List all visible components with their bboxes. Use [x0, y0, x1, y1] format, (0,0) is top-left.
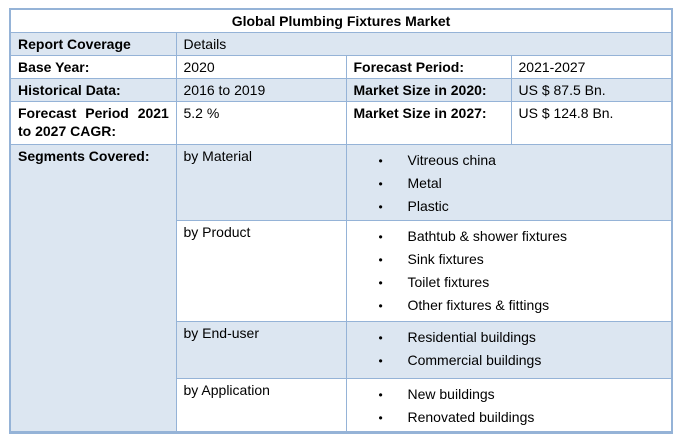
list-item-label: Renovated buildings — [407, 409, 535, 425]
list-item: • Toilet fixtures — [347, 271, 667, 294]
forecast-period-label: Forecast Period: — [345, 55, 512, 79]
bullet-icon: • — [378, 154, 383, 168]
report-summary-table-wrap: Global Plumbing Fixtures Market Report C… — [9, 8, 674, 434]
market-size-2020-label: Market Size in 2020: — [345, 78, 512, 102]
bullet-icon: • — [378, 177, 383, 191]
historical-data-value: 2016 to 2019 — [175, 78, 347, 102]
base-year-label: Base Year: — [9, 55, 177, 79]
list-item: • Commercial buildings — [347, 349, 667, 372]
report-coverage-value: Details — [175, 32, 673, 56]
table-title: Global Plumbing Fixtures Market — [9, 8, 673, 33]
bullet-icon: • — [378, 411, 383, 425]
list-item: • New buildings — [347, 383, 667, 406]
list-item-label: Bathtub & shower fixtures — [407, 228, 568, 244]
list-item-label: Vitreous china — [407, 152, 496, 168]
list-item: • Other fixtures & fittings — [347, 294, 667, 317]
segments-covered-label: Segments Covered: — [9, 144, 177, 433]
report-summary-table: Global Plumbing Fixtures Market Report C… — [9, 8, 674, 434]
list-item: • Plastic — [347, 195, 667, 218]
list-item-label: Other fixtures & fittings — [407, 297, 550, 313]
cagr-value: 5.2 % — [175, 101, 347, 145]
segment-items-material: • Vitreous china • Metal • Plastic — [345, 144, 673, 221]
bullet-icon: • — [378, 200, 383, 214]
list-item: • Metal — [347, 172, 667, 195]
list-item: • Sink fixtures — [347, 248, 667, 271]
market-size-2020-value: US $ 87.5 Bn. — [510, 78, 673, 102]
list-item: • Bathtub & shower fixtures — [347, 225, 667, 248]
base-year-value: 2020 — [175, 55, 347, 79]
bullet-icon: • — [378, 253, 383, 267]
list-item-label: Plastic — [407, 198, 449, 214]
market-size-2027-label: Market Size in 2027: — [345, 101, 512, 145]
list-item: • Renovated buildings — [347, 406, 667, 429]
list-item-label: Toilet fixtures — [407, 274, 490, 290]
cagr-label-line2: to 2027 CAGR: — [18, 123, 117, 139]
segment-items-product: • Bathtub & shower fixtures • Sink fixtu… — [345, 220, 673, 322]
bullet-icon: • — [378, 299, 383, 313]
report-coverage-label: Report Coverage — [9, 32, 177, 56]
bullet-icon: • — [378, 331, 383, 345]
list-item-label: New buildings — [407, 386, 495, 402]
market-size-2027-value: US $ 124.8 Bn. — [510, 101, 673, 145]
segment-group-application: by Application — [175, 378, 347, 433]
list-item-label: Metal — [407, 175, 442, 191]
bullet-icon: • — [378, 388, 383, 402]
cagr-label: Forecast Period 2021 to 2027 CAGR: — [9, 101, 177, 145]
segment-group-enduser: by End-user — [175, 321, 347, 379]
bullet-icon: • — [378, 230, 383, 244]
historical-data-label: Historical Data: — [9, 78, 177, 102]
segment-items-enduser: • Residential buildings • Commercial bui… — [345, 321, 673, 379]
segment-group-product: by Product — [175, 220, 347, 322]
list-item-label: Commercial buildings — [407, 352, 542, 368]
cagr-label-line1: Forecast Period 2021 — [18, 105, 169, 121]
list-item-label: Sink fixtures — [407, 251, 484, 267]
list-item: • Residential buildings — [347, 326, 667, 349]
list-item-label: Residential buildings — [407, 329, 536, 345]
segment-items-application: • New buildings • Renovated buildings — [345, 378, 673, 433]
list-item: • Vitreous china — [347, 149, 667, 172]
segment-group-material: by Material — [175, 144, 347, 221]
bullet-icon: • — [378, 276, 383, 290]
bullet-icon: • — [378, 354, 383, 368]
forecast-period-value: 2021-2027 — [510, 55, 673, 79]
